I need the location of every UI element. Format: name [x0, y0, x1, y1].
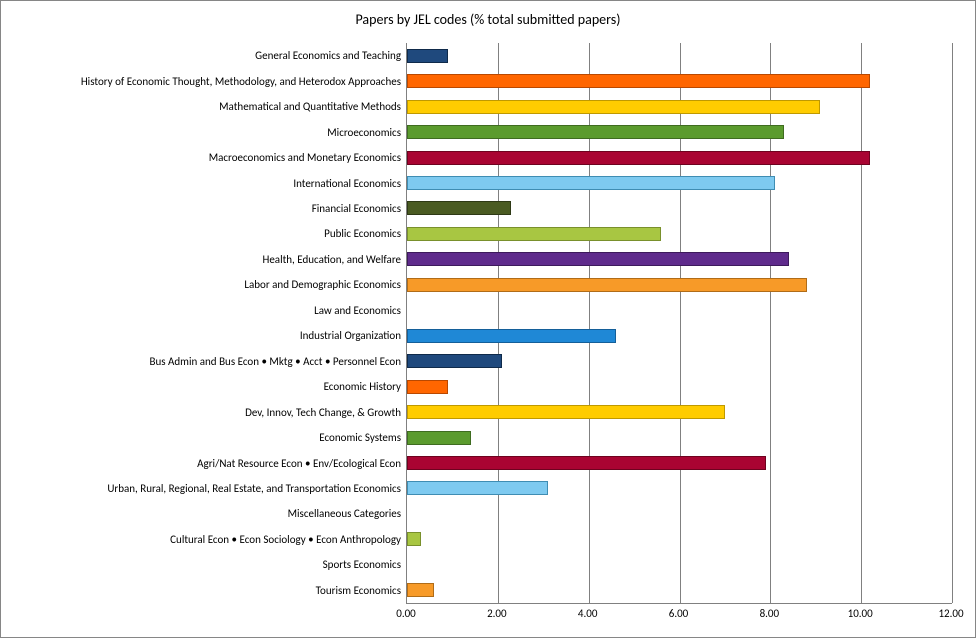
bar — [407, 380, 448, 394]
bar-row — [407, 532, 952, 546]
bar-row — [407, 380, 952, 394]
bar-row — [407, 507, 952, 521]
x-tick-label: 8.00 — [760, 607, 780, 620]
bar-row — [407, 278, 952, 292]
y-tick-label: General Economics and Teaching — [1, 50, 401, 61]
y-tick-label: Law and Economics — [1, 305, 401, 316]
bar-row — [407, 456, 952, 470]
bar — [407, 329, 616, 343]
bar — [407, 278, 807, 292]
y-tick-label: History of Economic Thought, Methodology… — [1, 76, 401, 87]
y-tick-label: Financial Economics — [1, 203, 401, 214]
bar-row — [407, 405, 952, 419]
gridline — [952, 43, 953, 603]
bar — [407, 176, 775, 190]
y-tick-label: Public Economics — [1, 228, 401, 239]
y-tick-label: Macroeconomics and Monetary Economics — [1, 152, 401, 163]
bar-row — [407, 329, 952, 343]
y-tick-label: Microeconomics — [1, 127, 401, 138]
y-tick-label: Dev, Innov, Tech Change, & Growth — [1, 407, 401, 418]
bar-row — [407, 201, 952, 215]
y-tick-label: Industrial Organization — [1, 330, 401, 341]
y-tick-label: Agri/Nat Resource Econ • Env/Ecological … — [1, 458, 401, 469]
bar — [407, 252, 789, 266]
bar — [407, 481, 548, 495]
bar-row — [407, 74, 952, 88]
bar — [407, 201, 511, 215]
bar — [407, 456, 766, 470]
y-tick-label: Cultural Econ • Econ Sociology • Econ An… — [1, 534, 401, 545]
y-tick-label: Labor and Demographic Economics — [1, 279, 401, 290]
bar-row — [407, 100, 952, 114]
y-tick-label: Urban, Rural, Regional, Real Estate, and… — [1, 483, 401, 494]
x-tick-label: 6.00 — [669, 607, 689, 620]
bar-row — [407, 125, 952, 139]
x-tick-label: 4.00 — [578, 607, 598, 620]
bar — [407, 583, 434, 597]
bar-row — [407, 354, 952, 368]
y-tick-label: Mathematical and Quantitative Methods — [1, 101, 401, 112]
bar — [407, 151, 870, 165]
y-tick-label: Miscellaneous Categories — [1, 508, 401, 519]
y-tick-label: Bus Admin and Bus Econ • Mktg • Acct • P… — [1, 356, 401, 367]
bar — [407, 125, 784, 139]
y-tick-label: Economic History — [1, 381, 401, 392]
bar — [407, 532, 421, 546]
y-tick-label: International Economics — [1, 178, 401, 189]
x-tick-label: 12.00 — [938, 607, 963, 620]
plot-area — [406, 43, 952, 604]
bar — [407, 100, 820, 114]
x-tick-label: 10.00 — [848, 607, 873, 620]
bar — [407, 49, 448, 63]
x-tick-label: 0.00 — [396, 607, 416, 620]
bars-container — [407, 43, 952, 603]
y-tick-label: Health, Education, and Welfare — [1, 254, 401, 265]
y-tick-label: Tourism Economics — [1, 585, 401, 596]
bar-row — [407, 431, 952, 445]
bar-row — [407, 151, 952, 165]
y-tick-label: Sports Economics — [1, 559, 401, 570]
bar — [407, 354, 502, 368]
bar-row — [407, 481, 952, 495]
bar — [407, 227, 661, 241]
bar-row — [407, 49, 952, 63]
y-axis-labels: General Economics and Teaching History of… — [1, 43, 401, 603]
x-axis-labels: 0.002.004.006.008.0010.0012.00 — [406, 607, 951, 627]
bar — [407, 431, 471, 445]
bar-row — [407, 227, 952, 241]
bar-row — [407, 176, 952, 190]
y-tick-label: Economic Systems — [1, 432, 401, 443]
bar-row — [407, 303, 952, 317]
bar — [407, 405, 725, 419]
chart-title: Papers by JEL codes (% total submitted p… — [1, 11, 975, 28]
bar-row — [407, 583, 952, 597]
chart-frame: Papers by JEL codes (% total submitted p… — [0, 0, 976, 638]
bar — [407, 74, 870, 88]
bar-row — [407, 558, 952, 572]
x-tick-label: 2.00 — [487, 607, 507, 620]
bar-row — [407, 252, 952, 266]
